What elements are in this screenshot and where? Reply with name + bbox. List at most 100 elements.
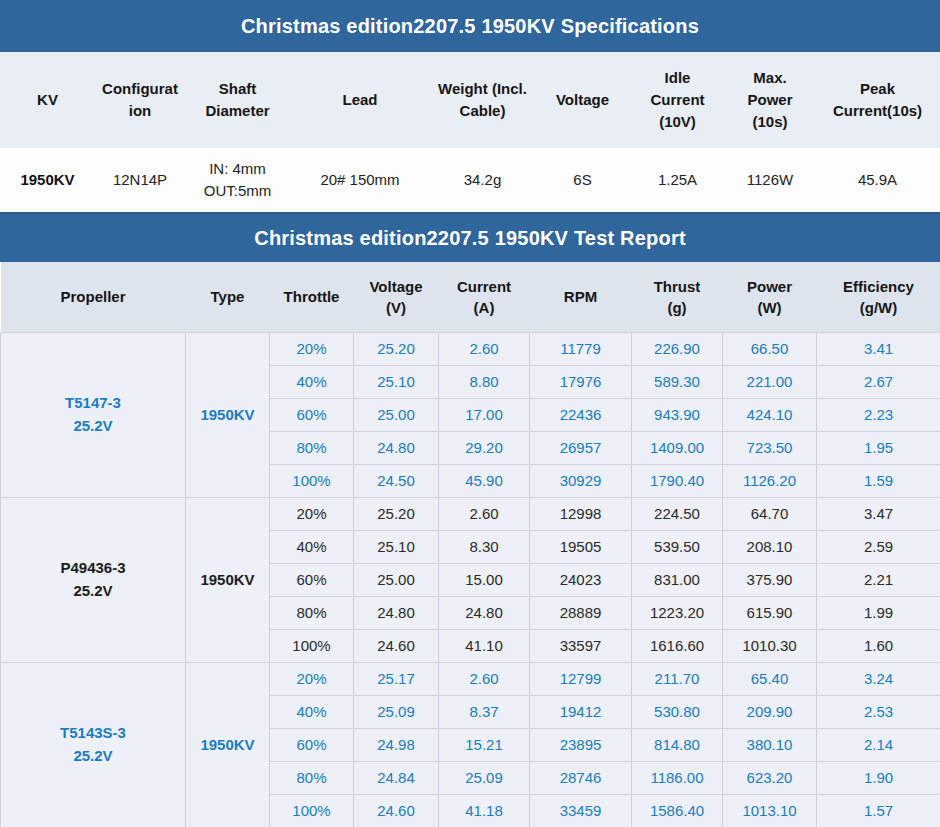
current-cell: 15.00 [439, 563, 530, 596]
throttle-cell: 60% [270, 398, 354, 431]
thrust-cell: 1223.20 [632, 596, 723, 629]
voltage-cell: 25.00 [354, 398, 439, 431]
efficiency-cell: 1.59 [817, 464, 940, 497]
specifications-title-bar: Christmas edition2207.5 1950KV Specifica… [0, 0, 940, 52]
current-cell: 8.37 [439, 695, 530, 728]
throttle-cell: 100% [270, 629, 354, 662]
efficiency-cell: 3.41 [817, 332, 940, 365]
spec-configuration-value: 12N14P [95, 148, 185, 212]
rpm-cell: 28746 [530, 761, 632, 794]
throttle-cell: 80% [270, 431, 354, 464]
power-cell: 66.50 [723, 332, 817, 365]
thrust-cell: 589.30 [632, 365, 723, 398]
voltage-cell: 25.00 [354, 563, 439, 596]
spec-col-lead: Lead [290, 52, 430, 148]
current-cell: 2.60 [439, 497, 530, 530]
spec-shaft-out: OUT:5mm [185, 180, 290, 202]
thrust-cell: 1186.00 [632, 761, 723, 794]
test-report-title-bar: Christmas edition2207.5 1950KV Test Repo… [0, 212, 940, 262]
power-cell: 615.90 [723, 596, 817, 629]
voltage-cell: 24.60 [354, 629, 439, 662]
specifications-table: KV Configuration Shaft Diameter Lead Wei… [0, 52, 940, 212]
current-cell: 45.90 [439, 464, 530, 497]
thrust-cell: 1586.40 [632, 794, 723, 827]
spec-peak-current-value: 45.9A [815, 148, 940, 212]
current-cell: 2.60 [439, 332, 530, 365]
thrust-cell: 539.50 [632, 530, 723, 563]
efficiency-cell: 2.23 [817, 398, 940, 431]
current-cell: 29.20 [439, 431, 530, 464]
thrust-cell: 224.50 [632, 497, 723, 530]
efficiency-cell: 2.53 [817, 695, 940, 728]
throttle-cell: 60% [270, 563, 354, 596]
current-cell: 8.80 [439, 365, 530, 398]
thrust-cell: 814.80 [632, 728, 723, 761]
voltage-cell: 24.50 [354, 464, 439, 497]
spec-max-power-value: 1126W [725, 148, 815, 212]
test-col-propeller: Propeller [1, 262, 186, 332]
rpm-cell: 24023 [530, 563, 632, 596]
current-cell: 15.21 [439, 728, 530, 761]
current-cell: 8.30 [439, 530, 530, 563]
efficiency-cell: 1.90 [817, 761, 940, 794]
test-report-row: T5143S-325.2V1950KV20%25.172.6012799211.… [1, 662, 940, 695]
throttle-cell: 20% [270, 497, 354, 530]
test-col-thrust: Thrust(g) [632, 262, 723, 332]
voltage-cell: 25.09 [354, 695, 439, 728]
voltage-cell: 24.60 [354, 794, 439, 827]
power-cell: 623.20 [723, 761, 817, 794]
type-cell: 1950KV [186, 662, 270, 827]
spec-col-voltage: Voltage [535, 52, 630, 148]
propeller-cell: T5143S-325.2V [1, 662, 186, 827]
thrust-cell: 1790.40 [632, 464, 723, 497]
voltage-cell: 25.17 [354, 662, 439, 695]
test-header-row: Propeller Type Throttle Voltage(V) Curre… [1, 262, 940, 332]
efficiency-cell: 1.60 [817, 629, 940, 662]
efficiency-cell: 2.67 [817, 365, 940, 398]
rpm-cell: 23895 [530, 728, 632, 761]
thrust-cell: 1409.00 [632, 431, 723, 464]
specifications-title: Christmas edition2207.5 1950KV Specifica… [241, 15, 699, 38]
power-cell: 209.90 [723, 695, 817, 728]
throttle-cell: 100% [270, 794, 354, 827]
rpm-cell: 19412 [530, 695, 632, 728]
spec-header-row: KV Configuration Shaft Diameter Lead Wei… [0, 52, 940, 148]
rpm-cell: 19505 [530, 530, 632, 563]
spec-col-max-power: Max. Power (10s) [725, 52, 815, 148]
type-cell: 1950KV [186, 332, 270, 497]
power-cell: 424.10 [723, 398, 817, 431]
efficiency-cell: 1.95 [817, 431, 940, 464]
throttle-cell: 40% [270, 365, 354, 398]
test-report-body: T5147-325.2V1950KV20%25.202.6011779226.9… [1, 332, 940, 827]
current-cell: 41.18 [439, 794, 530, 827]
thrust-cell: 943.90 [632, 398, 723, 431]
test-col-rpm: RPM [530, 262, 632, 332]
type-cell: 1950KV [186, 497, 270, 662]
throttle-cell: 20% [270, 332, 354, 365]
rpm-cell: 33597 [530, 629, 632, 662]
test-col-efficiency: Efficiency(g/W) [817, 262, 940, 332]
spec-data-row: 1950KV 12N14P IN: 4mm OUT:5mm 20# 150mm … [0, 148, 940, 212]
rpm-cell: 17976 [530, 365, 632, 398]
power-cell: 65.40 [723, 662, 817, 695]
thrust-cell: 831.00 [632, 563, 723, 596]
spec-idle-current-value: 1.25A [630, 148, 725, 212]
rpm-cell: 22436 [530, 398, 632, 431]
test-report-table: Propeller Type Throttle Voltage(V) Curre… [0, 262, 940, 827]
throttle-cell: 20% [270, 662, 354, 695]
voltage-cell: 24.98 [354, 728, 439, 761]
current-cell: 24.80 [439, 596, 530, 629]
rpm-cell: 26957 [530, 431, 632, 464]
efficiency-cell: 2.14 [817, 728, 940, 761]
voltage-cell: 25.10 [354, 530, 439, 563]
thrust-cell: 226.90 [632, 332, 723, 365]
throttle-cell: 100% [270, 464, 354, 497]
spec-col-weight: Weight (Incl. Cable) [430, 52, 535, 148]
voltage-cell: 25.20 [354, 332, 439, 365]
rpm-cell: 12799 [530, 662, 632, 695]
spec-col-shaft-diameter: Shaft Diameter [185, 52, 290, 148]
rpm-cell: 12998 [530, 497, 632, 530]
rpm-cell: 33459 [530, 794, 632, 827]
rpm-cell: 30929 [530, 464, 632, 497]
efficiency-cell: 2.21 [817, 563, 940, 596]
